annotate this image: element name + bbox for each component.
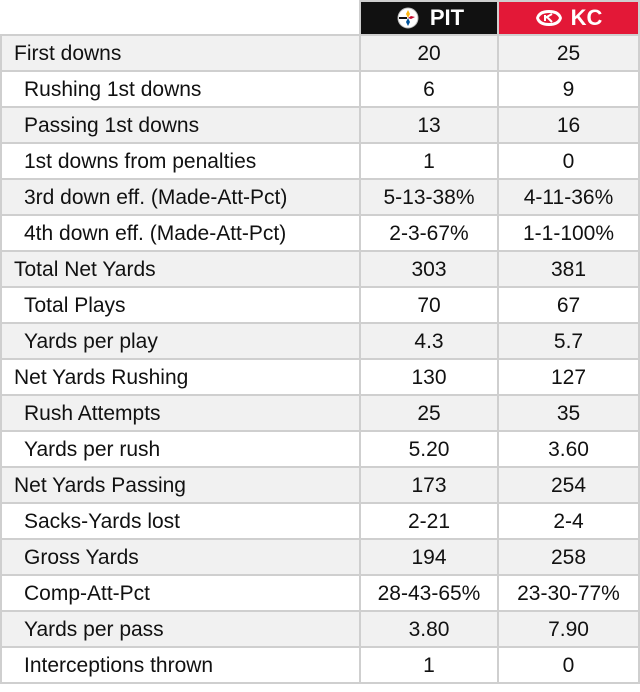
stat-label: Net Yards Rushing: [0, 360, 361, 396]
stat-value-kc: 4-11-36%: [499, 180, 640, 216]
stat-value-kc: 7.90: [499, 612, 640, 648]
stat-label: Rushing 1st downs: [0, 72, 361, 108]
stat-label: Sacks-Yards lost: [0, 504, 361, 540]
team-header-pit: PIT: [361, 0, 499, 36]
stat-label: 4th down eff. (Made-Att-Pct): [0, 216, 361, 252]
stat-value-pit: 1: [361, 144, 499, 180]
stat-value-kc: 9: [499, 72, 640, 108]
stat-value-kc: 127: [499, 360, 640, 396]
stat-value-pit: 130: [361, 360, 499, 396]
stat-label: Yards per pass: [0, 612, 361, 648]
stat-value-kc: 0: [499, 144, 640, 180]
stat-value-kc: 67: [499, 288, 640, 324]
stat-value-kc: 381: [499, 252, 640, 288]
stat-value-pit: 70: [361, 288, 499, 324]
steelers-logo-icon: [397, 7, 419, 29]
stat-value-pit: 1: [361, 648, 499, 684]
stat-value-kc: 1-1-100%: [499, 216, 640, 252]
stat-value-pit: 5-13-38%: [361, 180, 499, 216]
stat-value-pit: 4.3: [361, 324, 499, 360]
stat-value-pit: 3.80: [361, 612, 499, 648]
stat-value-kc: 254: [499, 468, 640, 504]
header-blank-cell: [0, 0, 361, 36]
stat-label: 1st downs from penalties: [0, 144, 361, 180]
stat-value-kc: 258: [499, 540, 640, 576]
stat-value-kc: 3.60: [499, 432, 640, 468]
stat-value-pit: 173: [361, 468, 499, 504]
stat-label: Yards per play: [0, 324, 361, 360]
stat-label: Passing 1st downs: [0, 108, 361, 144]
stat-label: Comp-Att-Pct: [0, 576, 361, 612]
team-abbr-pit: PIT: [429, 5, 465, 30]
stat-value-kc: 0: [499, 648, 640, 684]
stat-value-kc: 23-30-77%: [499, 576, 640, 612]
chiefs-logo-icon: [535, 10, 562, 26]
stat-value-pit: 303: [361, 252, 499, 288]
stat-value-pit: 6: [361, 72, 499, 108]
stat-value-kc: 25: [499, 36, 640, 72]
stat-value-pit: 2-21: [361, 504, 499, 540]
stat-label: Total Plays: [0, 288, 361, 324]
stat-label: 3rd down eff. (Made-Att-Pct): [0, 180, 361, 216]
stat-value-pit: 28-43-65%: [361, 576, 499, 612]
stat-label: First downs: [0, 36, 361, 72]
team-header-kc: KC: [499, 0, 640, 36]
stat-value-pit: 13: [361, 108, 499, 144]
stat-label: Yards per rush: [0, 432, 361, 468]
stat-value-kc: 16: [499, 108, 640, 144]
stat-value-pit: 25: [361, 396, 499, 432]
stat-value-kc: 2-4: [499, 504, 640, 540]
stat-value-kc: 5.7: [499, 324, 640, 360]
stat-value-pit: 5.20: [361, 432, 499, 468]
stat-label: Total Net Yards: [0, 252, 361, 288]
stat-label: Interceptions thrown: [0, 648, 361, 684]
stat-value-pit: 20: [361, 36, 499, 72]
stat-label: Rush Attempts: [0, 396, 361, 432]
stat-label: Net Yards Passing: [0, 468, 361, 504]
stat-value-pit: 2-3-67%: [361, 216, 499, 252]
team-abbr-kc: KC: [570, 5, 603, 30]
stat-value-kc: 35: [499, 396, 640, 432]
stat-label: Gross Yards: [0, 540, 361, 576]
stat-value-pit: 194: [361, 540, 499, 576]
